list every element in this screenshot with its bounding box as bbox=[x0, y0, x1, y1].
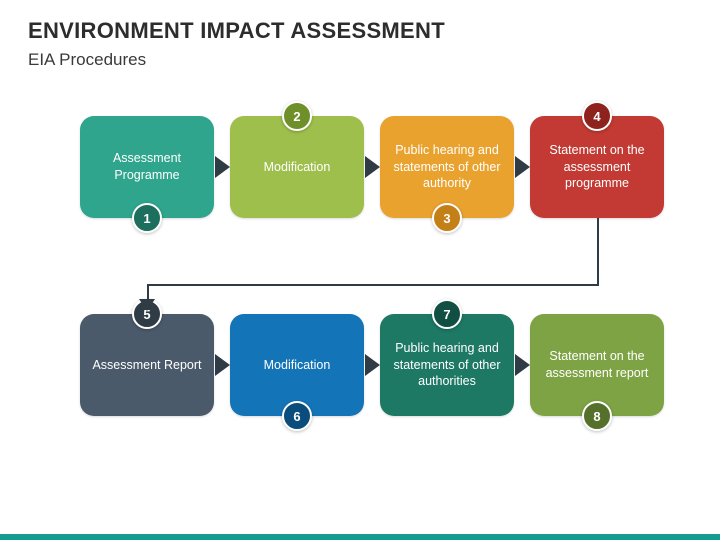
arrow-right-icon bbox=[515, 156, 530, 178]
step-label: Assessment Programme bbox=[90, 150, 204, 184]
step-label: Public hearing and statements of other a… bbox=[390, 142, 504, 193]
step-badge-7: 7 bbox=[432, 299, 462, 329]
arrow-right-icon bbox=[365, 156, 380, 178]
flow-canvas: Assessment Programme 1 Modification 2 Public… bbox=[0, 76, 720, 516]
connector-line bbox=[147, 284, 149, 299]
arrow-right-icon bbox=[365, 354, 380, 376]
step-label: Statement on the assessment report bbox=[540, 348, 654, 382]
step-badge-6: 6 bbox=[282, 401, 312, 431]
step-badge-8: 8 bbox=[582, 401, 612, 431]
connector-line bbox=[147, 284, 599, 286]
step-box-5: Assessment Report bbox=[80, 314, 214, 416]
step-label: Statement on the assessment programme bbox=[540, 142, 654, 193]
step-box-7: Public hearing and statements of other a… bbox=[380, 314, 514, 416]
arrow-right-icon bbox=[215, 156, 230, 178]
footer-accent-bar bbox=[0, 534, 720, 540]
step-label: Modification bbox=[264, 159, 331, 176]
step-label: Assessment Report bbox=[92, 357, 201, 374]
step-box-2: Modification bbox=[230, 116, 364, 218]
connector-line bbox=[597, 218, 599, 284]
arrow-right-icon bbox=[215, 354, 230, 376]
header: Environment Impact Assessment EIA Proced… bbox=[0, 0, 720, 76]
step-box-4: Statement on the assessment programme bbox=[530, 116, 664, 218]
step-badge-1: 1 bbox=[132, 203, 162, 233]
arrow-down-icon bbox=[139, 299, 155, 311]
arrow-right-icon bbox=[515, 354, 530, 376]
step-badge-4: 4 bbox=[582, 101, 612, 131]
step-badge-3: 3 bbox=[432, 203, 462, 233]
step-label: Modification bbox=[264, 357, 331, 374]
page-subtitle: EIA Procedures bbox=[28, 50, 692, 70]
step-badge-2: 2 bbox=[282, 101, 312, 131]
step-label: Public hearing and statements of other a… bbox=[390, 340, 504, 391]
page-title: Environment Impact Assessment bbox=[28, 18, 692, 44]
